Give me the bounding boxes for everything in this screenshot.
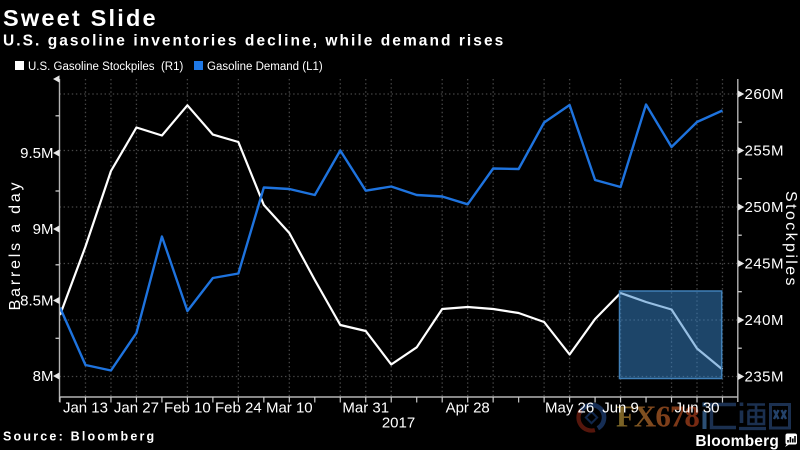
svg-text:8.5M: 8.5M: [20, 293, 53, 310]
svg-text:Barrels a day: Barrels a day: [7, 180, 24, 311]
svg-text:8M: 8M: [33, 368, 54, 385]
svg-text:U.S. Gasoline Stockpiles (R1): U.S. Gasoline Stockpiles (R1): [28, 61, 183, 73]
svg-text:Mar 10: Mar 10: [266, 400, 313, 417]
svg-text:2017: 2017: [382, 415, 415, 432]
svg-text:Jun 9: Jun 9: [602, 400, 639, 417]
svg-text:Feb 24: Feb 24: [215, 400, 262, 417]
svg-text:Feb 10: Feb 10: [164, 400, 211, 417]
svg-text:Gasoline Demand (L1): Gasoline Demand (L1): [207, 61, 323, 73]
svg-text:235M: 235M: [745, 369, 785, 386]
svg-text:9M: 9M: [33, 221, 54, 238]
svg-text:Stockpiles: Stockpiles: [782, 191, 799, 288]
svg-text:FX678: FX678: [616, 399, 699, 434]
svg-text:Sweet Slide: Sweet Slide: [3, 5, 158, 31]
svg-text:Bloomberg: Bloomberg: [695, 433, 779, 450]
svg-text:250M: 250M: [745, 199, 785, 216]
svg-text:Mar 31: Mar 31: [342, 400, 389, 417]
svg-text:245M: 245M: [745, 256, 785, 273]
svg-text:9.5M: 9.5M: [20, 145, 53, 162]
svg-text:Apr 28: Apr 28: [446, 400, 490, 417]
svg-text:Source: Bloomberg: Source: Bloomberg: [3, 430, 156, 444]
svg-text:255M: 255M: [745, 143, 785, 160]
svg-text:240M: 240M: [745, 312, 785, 329]
svg-text:Jan 13: Jan 13: [63, 400, 108, 417]
svg-text:Jan 27: Jan 27: [114, 400, 159, 417]
svg-text:May 26: May 26: [545, 400, 594, 417]
svg-text:260M: 260M: [745, 86, 785, 103]
svg-text:Jun 30: Jun 30: [674, 400, 719, 417]
svg-text:U.S. gasoline inventories decl: U.S. gasoline inventories decline, while…: [3, 33, 505, 50]
